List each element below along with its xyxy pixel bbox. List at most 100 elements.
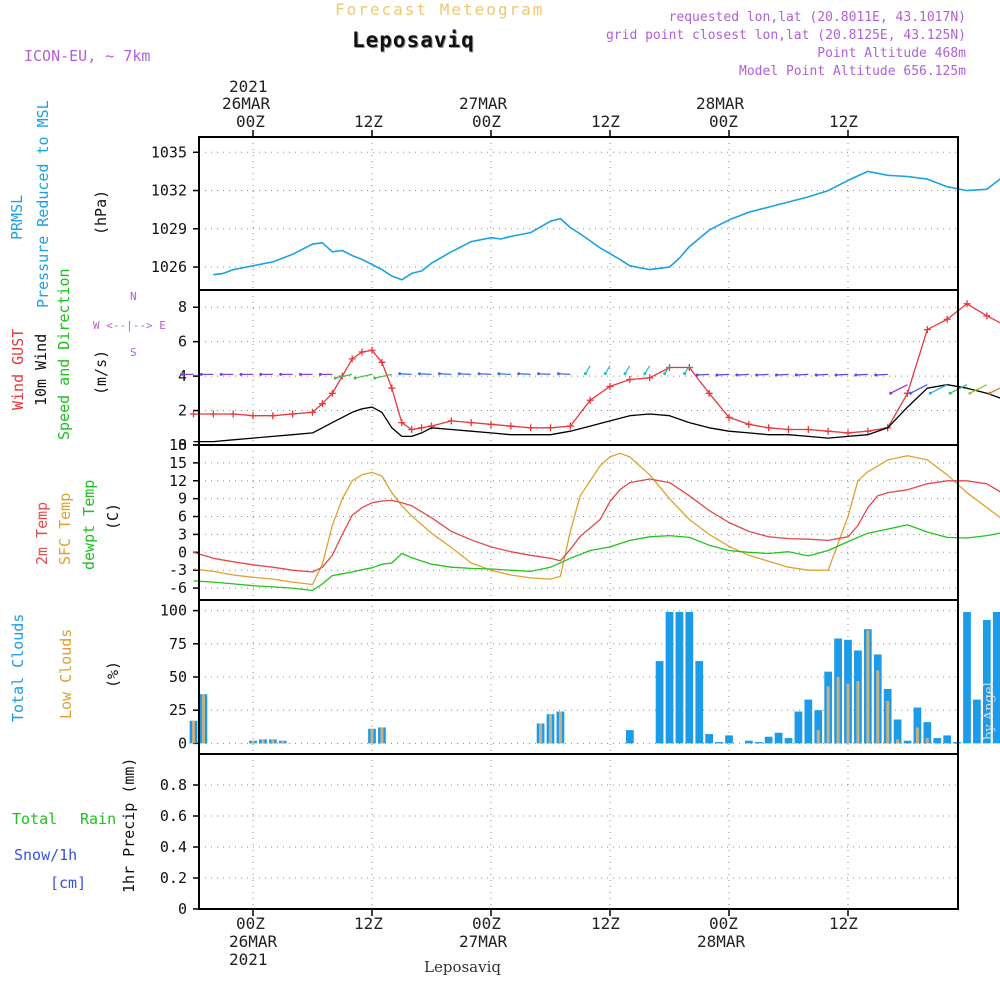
ytick-label-clouds-4: 100: [160, 602, 187, 620]
top-hour-5: 00Z: [709, 112, 738, 131]
panel-frame-precip: [198, 753, 959, 910]
low-cloud-bar-15: [856, 680, 860, 744]
wind-arrowhead--4: [199, 372, 203, 376]
bottom-date-1: 26MAR: [229, 932, 278, 951]
low-cloud-bar-10: [558, 711, 562, 744]
wind-arrow-74: [969, 384, 988, 394]
ytick-label-wind-2: 4: [178, 367, 187, 385]
wind-arrow-28: [518, 373, 531, 375]
wind-arrowhead-28: [517, 372, 521, 376]
ytick-label-temperature-8: 18: [169, 436, 187, 454]
wind-arrow-58: [816, 373, 829, 376]
rain-label: Rain: [80, 810, 117, 828]
wind-arrowhead-66: [889, 391, 893, 395]
total-cloud-bar-13: [665, 611, 674, 744]
gust-point-23: [527, 424, 535, 432]
ytick-label-temperature-5: 9: [178, 490, 187, 508]
total-cloud-bar-24: [784, 738, 793, 744]
total-cloud-bar-38: [923, 722, 932, 744]
wind-arrow-38: [624, 365, 631, 374]
wind-arrowhead-24: [477, 372, 481, 376]
low-cloud-bar-21: [915, 727, 919, 744]
gust-point-4: [269, 412, 277, 420]
gust-point-21: [487, 420, 495, 428]
wind-arrow-34: [584, 365, 591, 374]
low-cloud-bar-13: [836, 677, 840, 744]
low-cloud-bar-16: [866, 630, 870, 744]
total-cloud-bar-11: [625, 730, 634, 744]
ytick-label-temperature-6: 12: [169, 472, 187, 490]
gust-point-38: [824, 427, 832, 435]
top-date-3: 28MAR: [696, 94, 745, 113]
total-cloud-bar-19: [725, 735, 733, 744]
gust-point-3: [249, 412, 257, 420]
bottom-date-2: 27MAR: [459, 932, 508, 951]
total-cloud-bar-15: [685, 611, 694, 744]
direction-label: Speed and Direction: [55, 268, 73, 440]
gust-series-line: [193, 303, 1000, 434]
ytick-label-pressure-0: 1026: [151, 258, 187, 276]
ytick-label-clouds-1: 25: [169, 701, 187, 719]
total-cloud-bar-44: [982, 619, 991, 744]
low-cloud-bar-19: [896, 739, 900, 744]
wind-arrow-16: [399, 373, 412, 375]
wind-arrowhead-54: [775, 373, 779, 377]
total-cloud-bar-26: [804, 699, 813, 744]
top-hour-2: 12Z: [354, 112, 383, 131]
panel-frame-temperature: [198, 444, 959, 601]
wind-arrowhead-18: [418, 372, 422, 376]
gust-point-33: [725, 413, 733, 421]
wind-arrow-46: [697, 373, 710, 376]
total-cloud-bar-45: [992, 611, 1000, 744]
gust-point-15: [398, 419, 406, 427]
wind-arrow-24: [479, 373, 492, 375]
low-cloud-bar-18: [886, 700, 890, 744]
low-cloud-bar-7: [380, 727, 384, 744]
gust-point-8: [328, 389, 336, 397]
wind-arrow-30: [538, 373, 551, 375]
wind-series-line: [193, 384, 1000, 443]
gust-point-43: [923, 326, 931, 334]
ytick-label-pressure-3: 1035: [151, 143, 187, 161]
top-hour-3: 00Z: [472, 112, 501, 131]
wind-arrow-44: [684, 365, 690, 374]
low-cloud-bar-4: [271, 739, 275, 744]
model-label: ICON-EU, ~ 7km: [24, 47, 151, 65]
ytick-label-precip-1: 0.2: [160, 869, 187, 887]
wind-arrowhead-4: [279, 372, 283, 376]
wind-arrow-20: [439, 373, 452, 375]
wind-arrowhead-8: [318, 372, 322, 376]
wind-arrow-48: [717, 373, 730, 376]
wind-arrowhead-74: [968, 391, 972, 395]
wind-arrow-10: [335, 373, 353, 379]
wind-arrowhead-0: [239, 372, 243, 376]
low-cloud-bar-3: [261, 739, 265, 744]
gust-point-20: [467, 419, 475, 427]
panel-frame-pressure: [198, 136, 959, 291]
wind-arrowhead-34: [583, 372, 587, 376]
wind-arrowhead-6: [299, 372, 302, 376]
wind-arrowhead-10: [333, 376, 337, 380]
gust-point-27: [606, 382, 614, 390]
wind-arrow-56: [796, 373, 809, 376]
wind-arrowhead-14: [373, 376, 377, 380]
total-cloud-bar-37: [913, 707, 922, 744]
total-cloud-bar-20: [744, 740, 753, 744]
total-cloud-bar-17: [705, 734, 714, 744]
snow-unit: [cm]: [50, 874, 87, 892]
pressure-unit: (hPa): [92, 189, 110, 235]
ytick-label-pressure-2: 1032: [151, 182, 187, 200]
footer-station: Leposaviq: [424, 958, 501, 976]
wind-arrowhead-76: [988, 391, 992, 395]
wind-arrowhead-44: [683, 372, 687, 376]
temp-unit: (C): [104, 502, 122, 530]
total-cloud-bar-27: [814, 710, 823, 744]
wind-arrow-32: [558, 373, 571, 375]
low-cloud-bar-5: [281, 740, 285, 744]
total-clouds-label: Total Clouds: [9, 613, 27, 722]
dewpt-label: dewpt Temp: [80, 479, 98, 570]
ytick-label-wind-4: 8: [178, 298, 187, 316]
ytick-label-precip-3: 0.6: [160, 807, 187, 825]
sfc-temp-label: SFC Temp: [56, 492, 74, 565]
gust-point-30: [666, 364, 673, 371]
